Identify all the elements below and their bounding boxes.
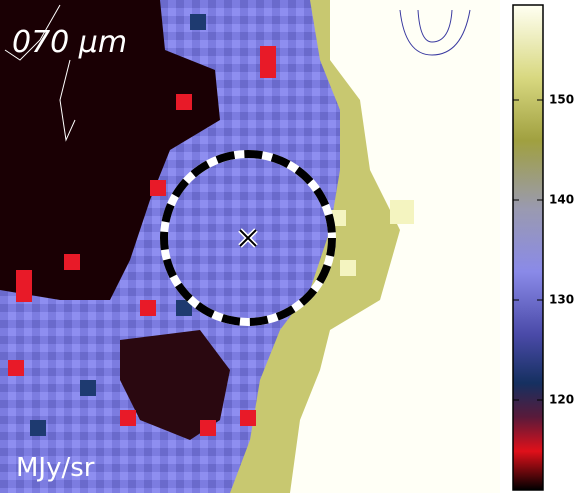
contour: [4, 4, 76, 142]
band-label: 070 μm: [12, 25, 127, 60]
marker: [239, 229, 257, 247]
colorbar-tick-label: 150: [549, 93, 574, 107]
unit-label: MJy/sr: [16, 453, 95, 483]
contour: [399, 9, 471, 56]
aperture: [160, 150, 336, 326]
colorbar: 120 130 140 150: [512, 4, 574, 491]
colorbar-body: [512, 4, 544, 491]
dark-region: [0, 0, 220, 300]
navy-pixels: [30, 14, 206, 436]
colorbar-tick-label: 130: [549, 293, 574, 307]
colorbar-tick-label: 120: [549, 393, 574, 407]
dark-patch: [120, 330, 230, 440]
red-pixels: [8, 46, 276, 436]
sky-image: 070 μm MJy/sr: [0, 0, 471, 493]
pale-pixels: [330, 200, 414, 276]
colorbar-tick-label: 140: [549, 193, 574, 207]
